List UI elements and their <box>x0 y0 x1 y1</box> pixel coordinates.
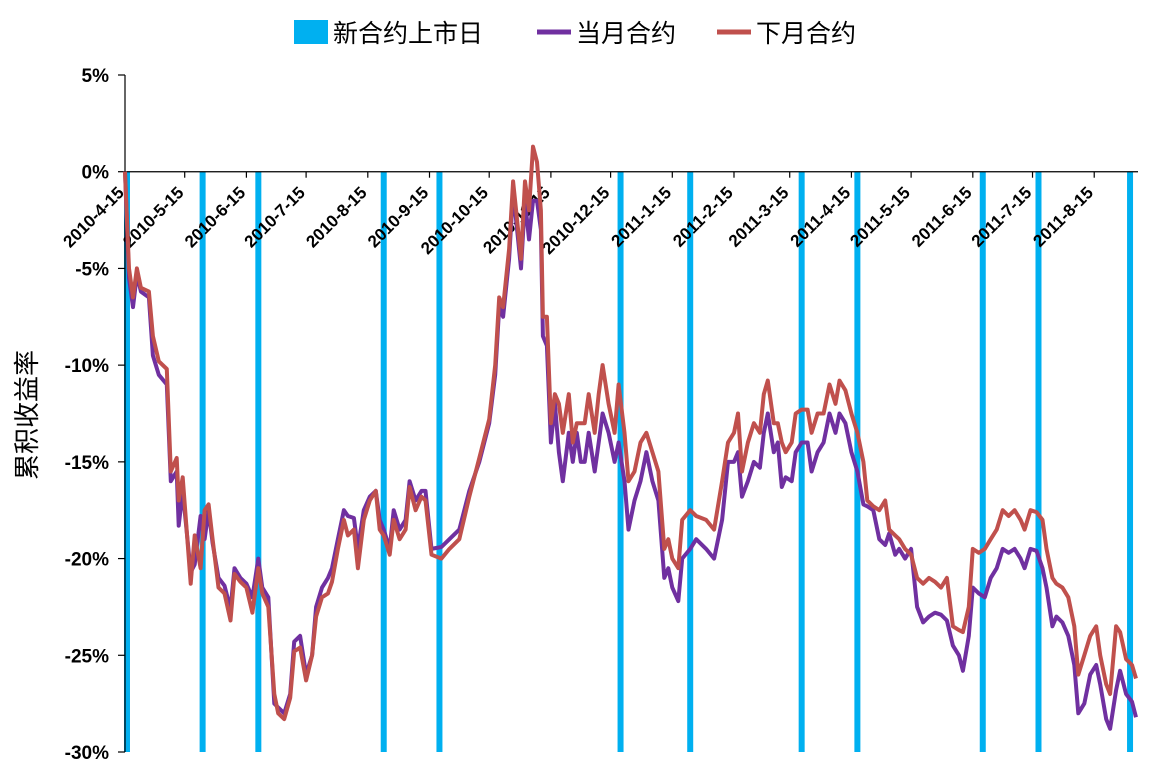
x-tick-label: 2011-6-15 <box>908 183 976 251</box>
x-axis: 2010-4-152010-5-152010-6-152010-7-152010… <box>60 171 1138 258</box>
x-tick-label: 2010-8-15 <box>302 183 370 251</box>
legend-label-next-month: 下月合约 <box>756 19 856 48</box>
x-tick-label: 2011-7-15 <box>968 183 1036 251</box>
x-tick-label: 2010-6-15 <box>181 183 249 251</box>
x-tick-label: 2010-4-15 <box>60 183 128 251</box>
y-axis-label: 累积收益率 <box>13 350 43 480</box>
legend: 新合约上市日 当月合约 下月合约 <box>294 19 856 48</box>
y-tick-label: -5% <box>75 259 109 280</box>
x-tick-label: 2011-3-15 <box>725 183 793 251</box>
legend-label-new-contract: 新合约上市日 <box>333 19 483 48</box>
y-tick-label: 5% <box>82 66 110 87</box>
y-tick-label: -25% <box>65 646 109 667</box>
legend-label-current-month: 当月合约 <box>576 19 676 48</box>
x-tick-label: 2010-7-15 <box>241 183 309 251</box>
y-tick-label: 0% <box>82 163 110 184</box>
y-tick-label: -20% <box>65 550 109 571</box>
new-contract-lines <box>123 172 1134 752</box>
y-tick-label: -10% <box>65 356 109 377</box>
x-tick-label: 2011-2-15 <box>669 183 737 251</box>
series-lines <box>123 144 1138 731</box>
legend-swatch-new-contract <box>294 20 328 44</box>
y-axis: 5% 0% -5% -10% -15% -20% -25% -30% <box>65 66 126 764</box>
x-tick-label: 2011-4-15 <box>787 183 855 251</box>
y-tick-label: -30% <box>65 743 109 764</box>
y-tick-label: -15% <box>65 453 109 474</box>
series-line-next-month <box>123 144 1138 722</box>
